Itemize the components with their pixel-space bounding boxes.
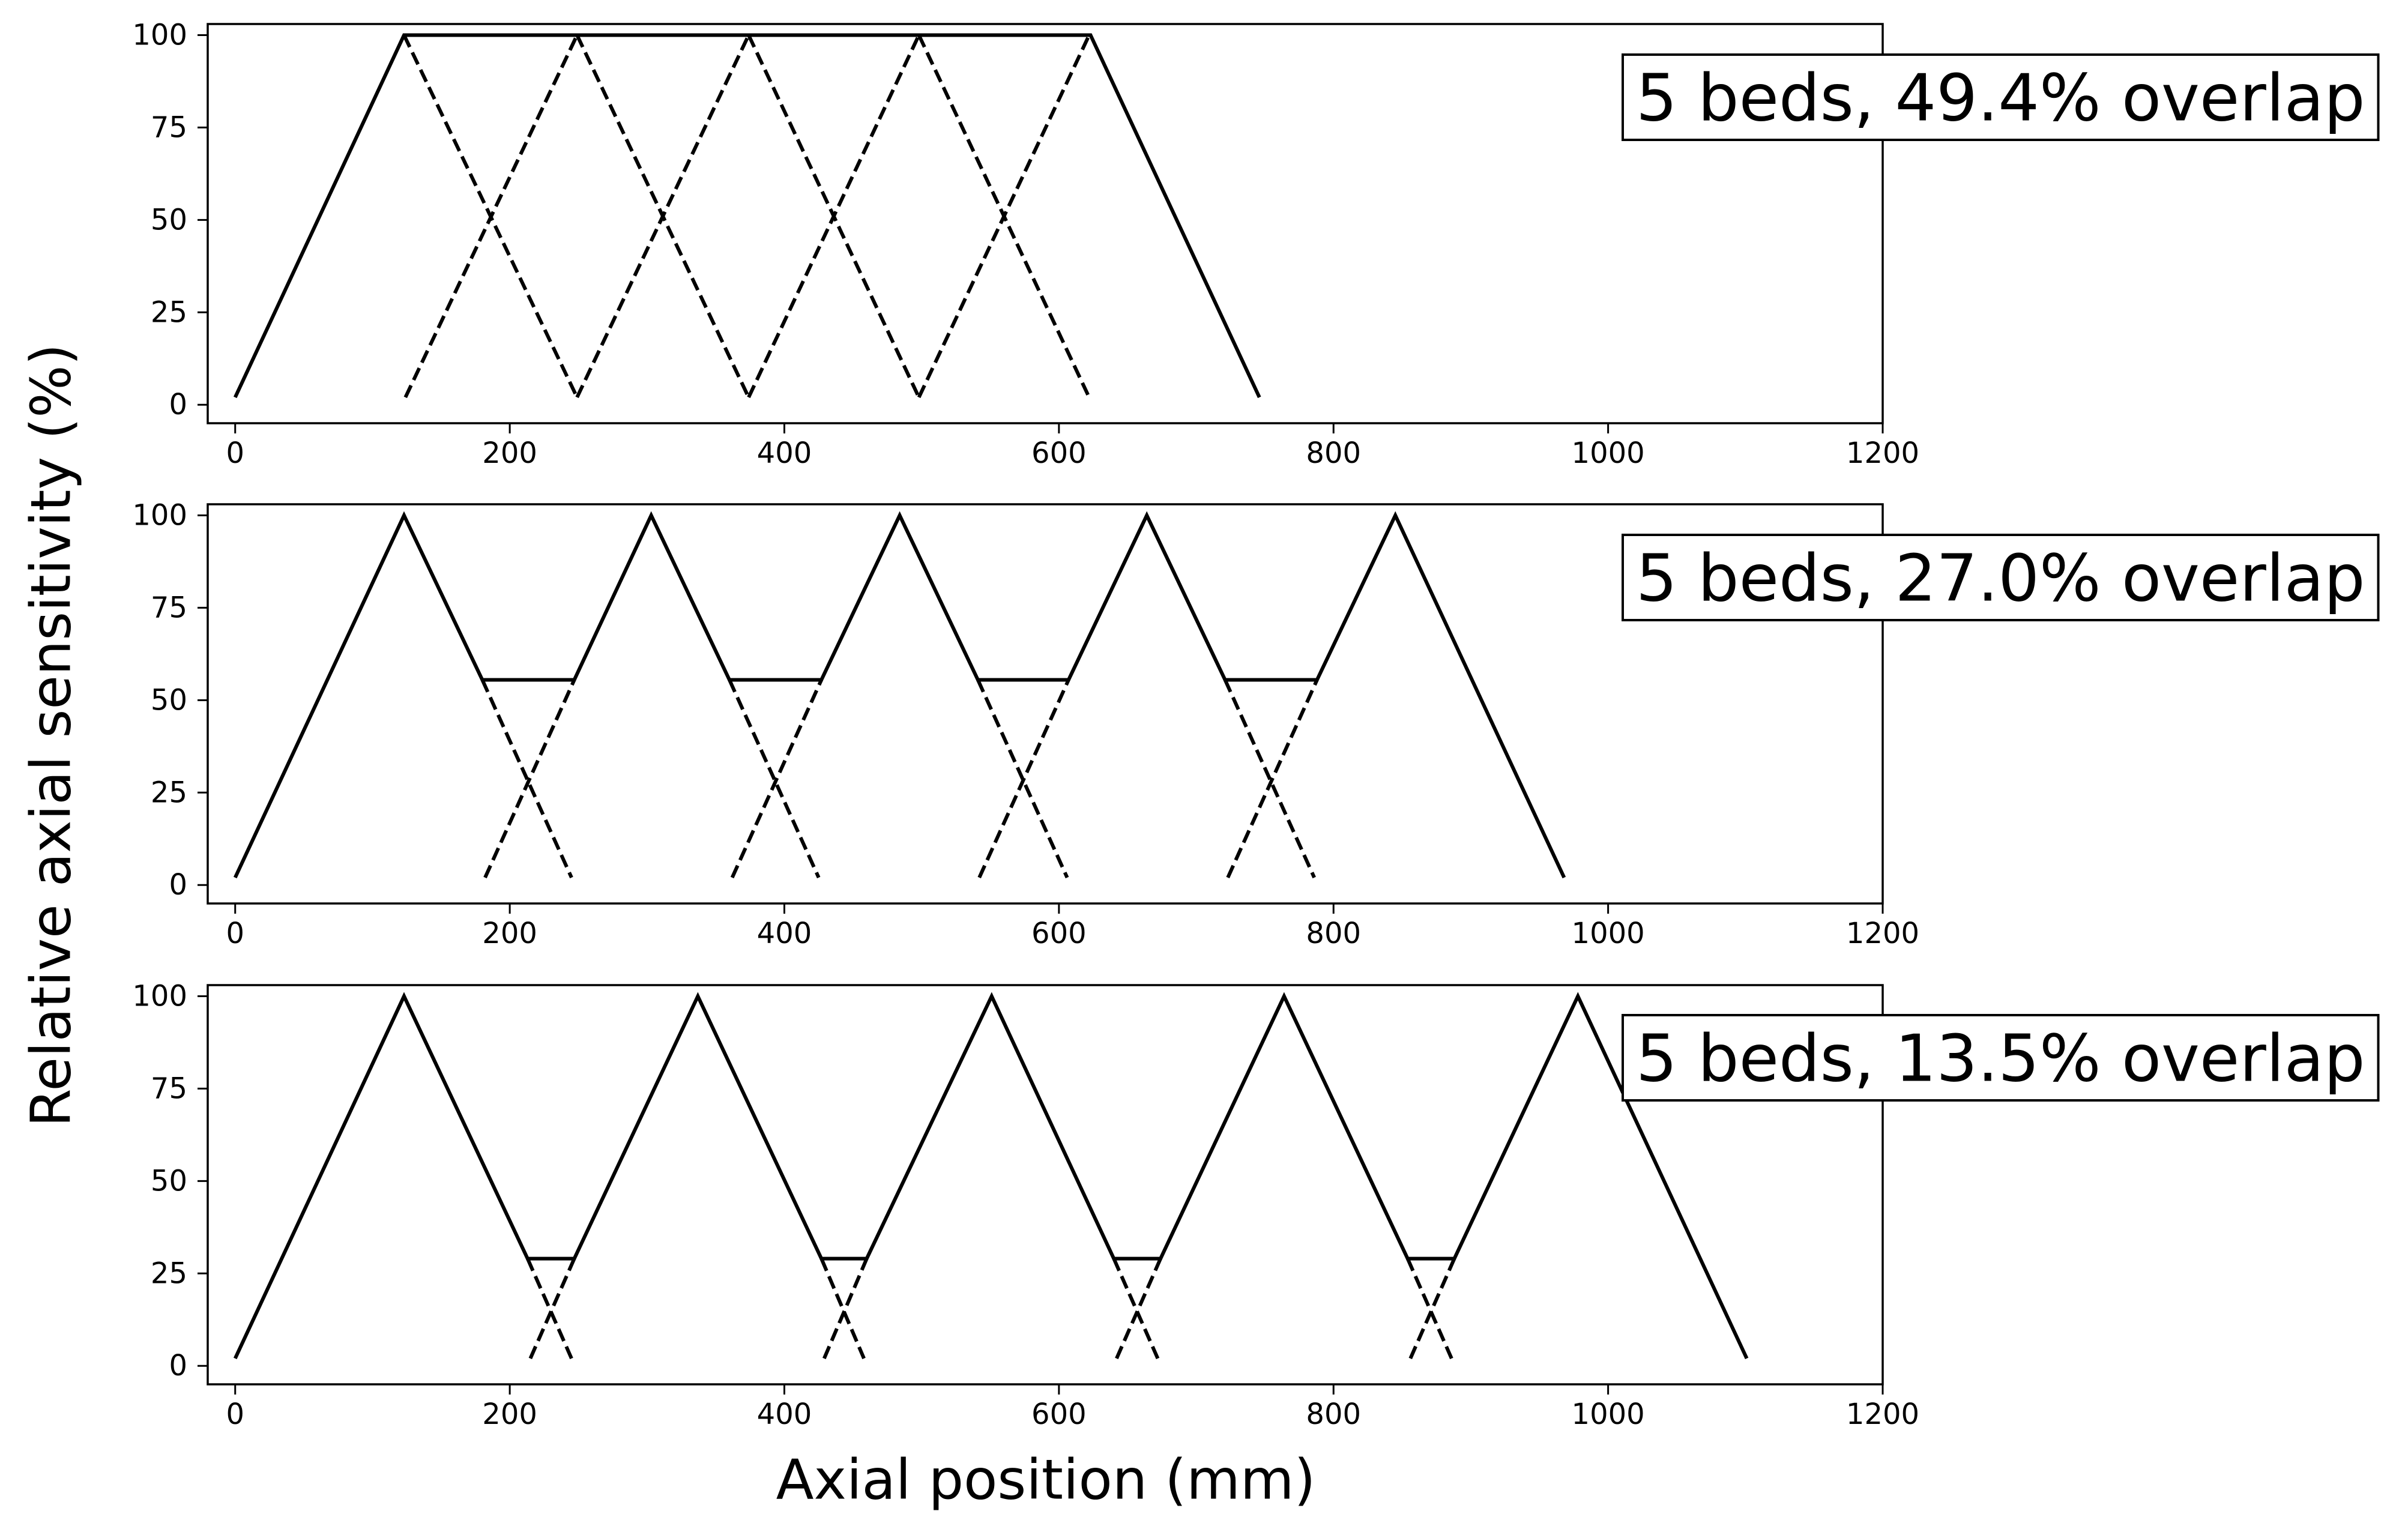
- x-tick-label: 200: [482, 1398, 537, 1431]
- dashed-bed-line: [575, 34, 750, 399]
- dashed-bed-line: [917, 34, 1091, 399]
- dashed-bed-line: [1223, 679, 1316, 879]
- x-tick-label: 1200: [1846, 1398, 1919, 1431]
- y-tick-label: 25: [151, 776, 187, 809]
- y-tick-label: 25: [151, 295, 187, 329]
- x-tick-label: 1000: [1572, 1398, 1645, 1431]
- y-tick-label: 75: [151, 591, 187, 624]
- overlap-annotation-box: [1622, 53, 2380, 141]
- x-tick-label: 800: [1306, 917, 1361, 950]
- y-tick-label: 50: [151, 1164, 187, 1198]
- overlap-annotation-box: [1622, 1014, 2380, 1102]
- series-group: [233, 992, 1749, 1360]
- overlap-annotation-text: 5 beds, 13.5% overlap: [1636, 1022, 2365, 1097]
- y-axis-label: Relative axial sensitivity (%): [19, 344, 83, 1127]
- y-tick-label: 0: [169, 1349, 187, 1383]
- y-tick-label: 50: [151, 203, 187, 237]
- x-tick-label: 0: [226, 1398, 244, 1431]
- y-tick-label: 0: [169, 868, 187, 902]
- x-tick-label: 1200: [1846, 436, 1919, 470]
- x-axis-label: Axial position (mm): [776, 1448, 1316, 1512]
- y-tick-label: 75: [151, 1072, 187, 1105]
- x-tick-label: 1000: [1572, 917, 1645, 950]
- dashed-bed-line: [1226, 679, 1319, 879]
- combined-sensitivity-line: [233, 511, 1566, 879]
- dashed-bed-line: [730, 679, 823, 879]
- series-group: [233, 511, 1566, 879]
- x-tick-label: 0: [226, 917, 244, 950]
- axes-frame: [207, 23, 1884, 424]
- chart-panel-3: 0 200 400 600 800 1000 1200 0 25 50 75 100 5 beds, 1…: [132, 979, 2380, 1431]
- x-tick-label: 800: [1306, 1398, 1361, 1431]
- overlap-annotation-text: 5 beds, 27.0% overlap: [1636, 541, 2365, 617]
- dashed-bed-line: [483, 679, 576, 879]
- dashed-bed-line: [480, 679, 573, 879]
- x-tick-label: 0: [226, 436, 244, 470]
- chart-panel-2: 0 200 400 600 800 1000 1200 0 25 50 75 100 5 beds, 2…: [132, 498, 2380, 950]
- y-tick-label: 100: [132, 498, 187, 532]
- y-tick-label: 100: [132, 18, 187, 52]
- axes-frame: [207, 503, 1884, 905]
- x-tick-label: 400: [757, 917, 812, 950]
- x-tick-label: 400: [757, 1398, 812, 1431]
- dashed-bed-line: [403, 34, 579, 399]
- x-tick-label: 600: [1031, 1398, 1087, 1431]
- x-tick-label: 600: [1031, 917, 1087, 950]
- y-tick-label: 25: [151, 1256, 187, 1290]
- axes-frame: [207, 984, 1884, 1386]
- overlap-annotation-box: [1622, 534, 2380, 621]
- x-tick-label: 1000: [1572, 436, 1645, 470]
- x-tick-label: 200: [482, 917, 537, 950]
- x-tick-label: 600: [1031, 436, 1087, 470]
- dashed-bed-line: [747, 34, 921, 399]
- overlap-annotation-text: 5 beds, 49.4% overlap: [1636, 61, 2365, 136]
- chart-panel-1: 0 200 400 600 800 1000 1200 0 25 50 75 100 5 beds, 4…: [132, 18, 2380, 470]
- dashed-bed-line: [728, 679, 821, 879]
- x-tick-label: 200: [482, 436, 537, 470]
- x-tick-label: 400: [757, 436, 812, 470]
- y-tick-label: 0: [169, 388, 187, 421]
- combined-sensitivity-line: [233, 33, 1261, 399]
- x-tick-label: 800: [1306, 436, 1361, 470]
- y-tick-label: 50: [151, 683, 187, 717]
- dashed-bed-line: [977, 679, 1070, 879]
- y-tick-label: 75: [151, 110, 187, 144]
- x-tick-label: 1200: [1846, 917, 1919, 950]
- combined-sensitivity-line: [233, 992, 1749, 1360]
- y-tick-label: 100: [132, 979, 187, 1013]
- series-group: [233, 33, 1261, 399]
